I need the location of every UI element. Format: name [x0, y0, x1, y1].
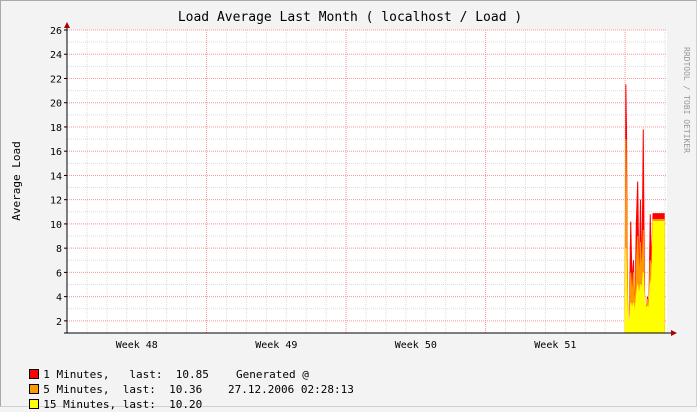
- y-tick-label: 22: [50, 74, 62, 85]
- y-axis-arrow: [64, 22, 70, 28]
- x-tick-label: Week 51: [534, 340, 576, 351]
- series-area-2: [624, 220, 665, 334]
- plot-background: [67, 30, 667, 333]
- legend-text-5min: 5 Minutes, last: 10.36: [43, 383, 203, 396]
- y-tick-label: 6: [56, 268, 62, 279]
- legend-text-1min: 1 Minutes, last: 10.85: [43, 368, 209, 381]
- generated-timestamp: 27.12.2006 02:28:13: [228, 383, 354, 396]
- y-tick-label: 10: [50, 220, 62, 231]
- y-tick-label: 8: [56, 244, 62, 255]
- y-tick-label: 12: [50, 196, 62, 207]
- y-tick-label: 14: [50, 171, 62, 182]
- y-tick-label: 4: [56, 293, 62, 304]
- x-axis-arrow: [671, 330, 677, 336]
- legend-item-15min: 15 Minutes, last: 10.20: [16, 382, 202, 411]
- legend-item-1min: 1 Minutes, last: 10.85: [16, 352, 209, 381]
- y-tick-label: 2: [56, 317, 62, 328]
- y-axis-label: Average Load: [10, 141, 23, 220]
- x-tick-label: Week 48: [116, 340, 158, 351]
- y-tick-label: 26: [50, 26, 62, 37]
- legend-swatch-5min: [29, 384, 40, 394]
- legend-item-5min: 5 Minutes, last: 10.36: [16, 367, 202, 396]
- legend-swatch-1min: [29, 369, 40, 379]
- chart-title: Load Average Last Month ( localhost / Lo…: [178, 10, 522, 25]
- x-tick-label: Week 50: [395, 340, 437, 351]
- rrdtool-watermark: RRDTOOL / TOBI OETIKER: [682, 47, 691, 153]
- x-tick-label: Week 49: [255, 340, 297, 351]
- y-tick-label: 24: [50, 50, 62, 61]
- y-tick-label: 18: [50, 123, 62, 134]
- legend-swatch-15min: [29, 399, 40, 409]
- y-tick-label: 20: [50, 99, 62, 110]
- y-tick-label: 16: [50, 147, 62, 158]
- legend-text-15min: 15 Minutes, last: 10.20: [43, 398, 203, 411]
- generated-label: Generated @: [236, 368, 309, 381]
